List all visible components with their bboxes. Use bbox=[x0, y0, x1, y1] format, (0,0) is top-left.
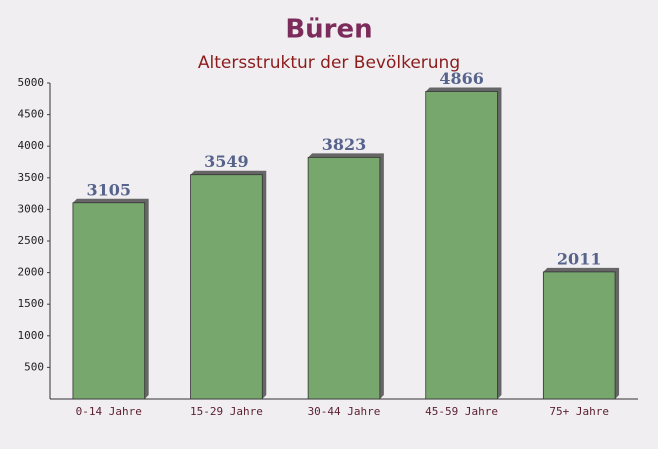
chart-title: Büren bbox=[285, 15, 372, 45]
x-tick-label: 0-14 Jahre bbox=[76, 405, 142, 418]
x-tick-label: 30-44 Jahre bbox=[308, 405, 381, 418]
y-tick-label: 2000 bbox=[18, 266, 45, 279]
bar bbox=[425, 91, 498, 400]
chart-subtitle: Altersstruktur der Bevölkerung bbox=[198, 53, 460, 73]
value-label: 3105 bbox=[87, 180, 132, 199]
y-tick-label: 500 bbox=[24, 360, 44, 373]
x-tick-label: 45-59 Jahre bbox=[425, 405, 498, 418]
x-tick-label: 75+ Jahre bbox=[549, 405, 609, 418]
x-tick-label: 15-29 Jahre bbox=[190, 405, 263, 418]
bar bbox=[72, 202, 146, 400]
value-label: 3549 bbox=[204, 152, 249, 171]
y-tick-label: 1000 bbox=[18, 329, 45, 342]
y-tick-label: 4500 bbox=[18, 108, 45, 121]
value-label: 3823 bbox=[322, 135, 367, 154]
bar bbox=[307, 156, 381, 400]
bar bbox=[190, 174, 263, 400]
y-tick-label: 1500 bbox=[18, 297, 45, 310]
y-tick-label: 3000 bbox=[18, 202, 45, 215]
y-tick-label: 3500 bbox=[18, 171, 45, 184]
y-tick-label: 2500 bbox=[18, 234, 45, 247]
y-tick-label: 4000 bbox=[18, 139, 45, 152]
value-label: 4866 bbox=[439, 69, 484, 88]
y-tick-label: 5000 bbox=[18, 76, 45, 89]
value-label: 2011 bbox=[557, 249, 602, 268]
bar bbox=[542, 271, 616, 400]
